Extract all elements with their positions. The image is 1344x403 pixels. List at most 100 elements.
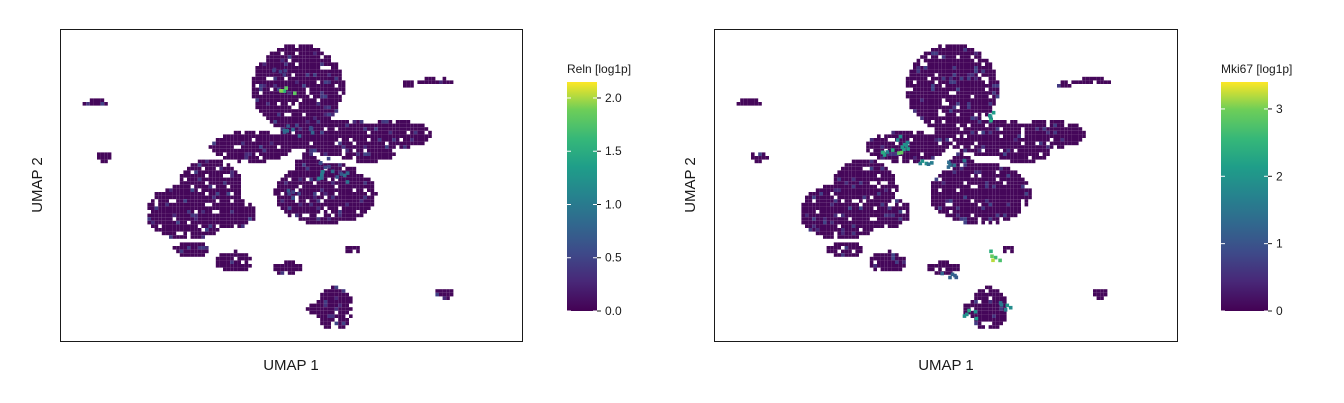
hex-cell	[187, 224, 191, 228]
hex-cell	[255, 76, 259, 81]
colorbar-ticks: 0.00.51.01.52.0	[567, 91, 622, 318]
hex-cell	[981, 58, 985, 63]
hex-cell	[941, 58, 946, 63]
hex-cell	[963, 199, 967, 203]
highlight-cell	[953, 273, 957, 278]
hex-cell	[291, 55, 295, 59]
hex-cell	[977, 80, 982, 84]
hex-cell	[248, 145, 252, 149]
hex-cell	[320, 321, 324, 326]
hex-cell	[320, 163, 324, 167]
hex-cell	[302, 163, 306, 167]
hex-cell	[1053, 127, 1057, 131]
hex-cell	[226, 210, 231, 214]
hex-cell	[963, 76, 967, 81]
hex-cell	[931, 267, 935, 272]
hex-cell	[388, 123, 393, 128]
hex-cell	[327, 307, 331, 311]
hex-cell	[967, 48, 971, 52]
hex-cell	[1010, 170, 1014, 174]
hex-cell	[959, 210, 964, 214]
hex-cell	[334, 307, 339, 311]
hex-cell	[851, 220, 856, 225]
hex-cell	[341, 217, 346, 221]
hex-cell	[999, 292, 1003, 297]
hex-cell	[873, 145, 877, 149]
hex-cell	[877, 170, 881, 174]
hex-cell	[338, 188, 342, 192]
hex-cell	[963, 105, 967, 110]
hex-cell	[287, 51, 292, 56]
hex-cell	[237, 177, 241, 182]
hex-cell	[331, 80, 335, 84]
hex-cell	[844, 220, 849, 225]
hex-cell	[205, 217, 209, 221]
hex-cell	[158, 220, 162, 225]
hex-cell	[1003, 188, 1007, 192]
highlight-cell	[993, 255, 998, 260]
hex-cell	[309, 87, 313, 92]
hex-cell	[309, 307, 313, 311]
hex-cell	[913, 152, 917, 156]
hex-cell	[1057, 120, 1061, 124]
hex-cell	[981, 145, 985, 149]
hex-cell	[949, 69, 953, 74]
hex-cell	[949, 66, 953, 70]
hex-cell	[309, 206, 313, 210]
hex-cell	[345, 192, 349, 196]
hex-cell	[1017, 195, 1021, 200]
hex-cell	[988, 184, 993, 189]
hex-cell	[338, 199, 342, 203]
hex-cell	[154, 228, 159, 232]
hex-cell	[377, 148, 382, 153]
hex-cell	[1010, 145, 1014, 149]
hex-cell	[927, 112, 931, 117]
hex-cell	[277, 73, 281, 77]
hex-cell	[287, 170, 292, 174]
hex-cell	[370, 138, 375, 142]
hex-cell	[291, 264, 295, 268]
hex-cell	[988, 303, 993, 308]
hex-cell	[359, 141, 364, 146]
hex-cell	[230, 166, 234, 171]
hex-cell	[327, 130, 331, 135]
hex-cell	[941, 123, 946, 128]
highlight-cell	[285, 129, 289, 133]
hex-cell	[323, 94, 328, 99]
hex-cell	[205, 213, 209, 218]
hex-cell	[859, 195, 863, 200]
hex-cell	[165, 224, 169, 228]
hex-cell	[1003, 296, 1007, 300]
hex-cell	[287, 48, 292, 52]
hex-cell	[363, 145, 367, 149]
hex-cell	[334, 69, 339, 74]
hex-cell	[841, 181, 845, 185]
hex-cell	[841, 213, 845, 218]
hex-cell	[909, 98, 913, 102]
hex-cell	[313, 148, 317, 153]
hex-cell	[992, 217, 996, 221]
hex-cell	[374, 123, 378, 128]
hex-cell	[169, 210, 173, 214]
hex-cell	[277, 55, 281, 59]
hex-cell	[992, 130, 996, 135]
hex-cell	[341, 310, 346, 315]
hex-cell	[869, 264, 874, 268]
hex-cell	[873, 188, 877, 192]
hex-cell	[985, 152, 989, 156]
hex-cell	[949, 94, 953, 99]
hex-cell	[424, 127, 429, 131]
hex-cell	[1003, 170, 1007, 174]
hex-cell	[920, 141, 924, 146]
hex-cell	[316, 123, 321, 128]
hex-cell	[830, 249, 834, 254]
hex-cell	[298, 213, 303, 218]
hex-cell	[920, 112, 924, 117]
highlight-cell	[279, 89, 283, 93]
hex-cell	[952, 73, 957, 77]
hex-cell	[266, 58, 270, 63]
hex-cell	[880, 220, 885, 225]
colorbar-tick-label: 1.5	[605, 144, 622, 158]
hex-cell	[927, 145, 931, 149]
